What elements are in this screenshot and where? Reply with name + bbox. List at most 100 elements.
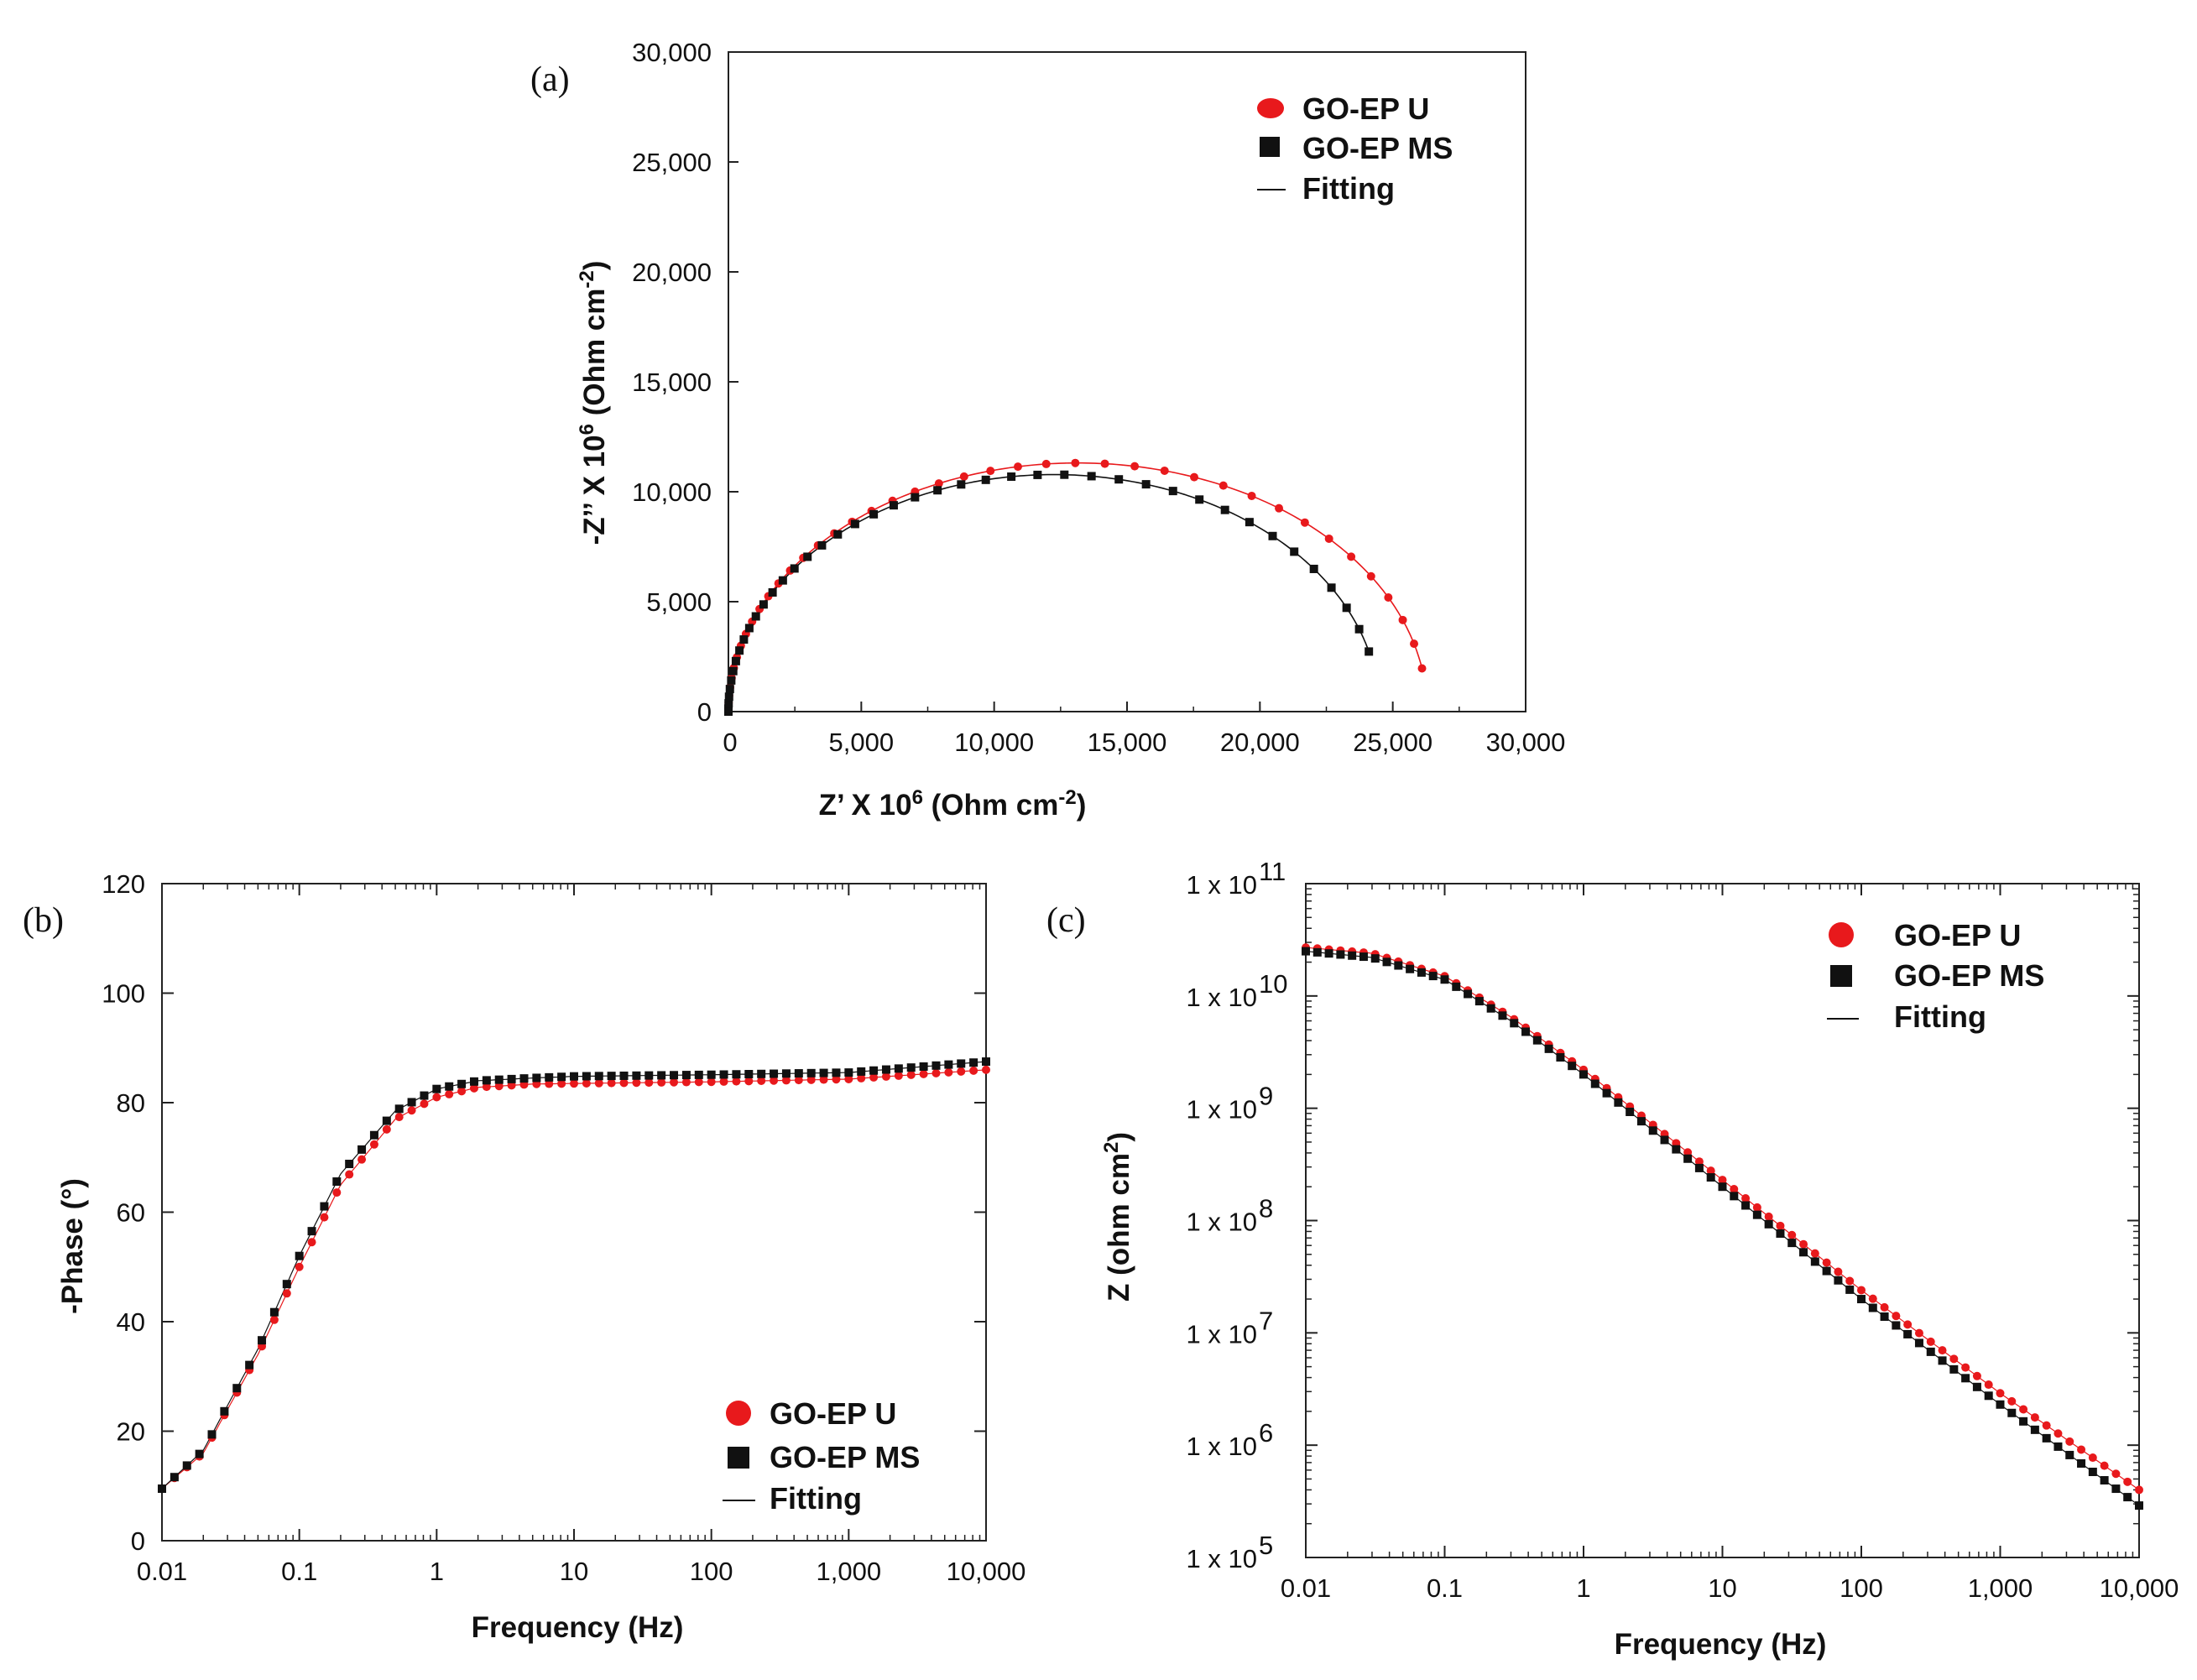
panel-c-y-tick-label: 1 x 10 bbox=[1187, 1319, 1257, 1349]
panel-a-point-go-ep-u bbox=[1417, 664, 1427, 673]
panel-c-x-tick-label: 1,000 bbox=[1968, 1573, 2033, 1603]
panel-b-point-go-ep-ms bbox=[781, 1069, 791, 1078]
panel-c-point-go-ep-u bbox=[1834, 1267, 1843, 1276]
panel-c-point-go-ep-ms bbox=[1614, 1098, 1623, 1107]
panel-a-point-go-ep-ms bbox=[1195, 495, 1204, 504]
panel-b-point-go-ep-ms bbox=[545, 1072, 554, 1082]
panel-b-y-tick-label: 0 bbox=[131, 1526, 145, 1556]
panel-a-y-tick-label: 5,000 bbox=[646, 587, 712, 617]
panel-c-point-go-ep-u bbox=[1914, 1328, 1923, 1338]
panel-b-point-go-ep-u bbox=[619, 1078, 629, 1088]
panel-c-y-tick-label: 1 x 10 bbox=[1187, 870, 1257, 900]
panel-b-point-go-ep-ms bbox=[582, 1072, 591, 1081]
panel-c-point-go-ep-ms bbox=[2042, 1433, 2051, 1443]
panel-c-legend-circle-icon bbox=[1829, 922, 1854, 947]
panel-a-fit-line bbox=[728, 462, 1423, 712]
panel-a-point-go-ep-u bbox=[1190, 472, 1199, 482]
panel-b-point-go-ep-ms bbox=[394, 1104, 404, 1114]
panel-b-point-go-ep-u bbox=[894, 1071, 903, 1080]
panel-b-point-go-ep-u bbox=[819, 1075, 828, 1084]
panel-a-legend: GO-EP U GO-EP MS Fitting bbox=[1257, 91, 1453, 206]
panel-b-point-go-ep-ms bbox=[232, 1384, 242, 1393]
panel-c-point-go-ep-ms bbox=[1730, 1192, 1739, 1201]
panel-a-point-go-ep-ms bbox=[803, 552, 812, 561]
panel-b-point-go-ep-ms bbox=[969, 1058, 978, 1067]
panel-c-fit-line bbox=[1305, 947, 2140, 1490]
panel-c-point-go-ep-ms bbox=[2053, 1442, 2063, 1451]
panel-a-point-go-ep-ms bbox=[889, 501, 898, 510]
panel-b-point-go-ep-u bbox=[282, 1289, 291, 1298]
panel-b-point-go-ep-ms bbox=[670, 1071, 679, 1080]
panel-b-point-go-ep-u bbox=[644, 1078, 654, 1088]
panel-b-point-go-ep-u bbox=[857, 1073, 866, 1083]
panel-c-point-go-ep-ms bbox=[2123, 1493, 2132, 1502]
panel-a-point-go-ep-ms bbox=[731, 656, 740, 665]
panel-a-point-go-ep-ms bbox=[728, 666, 738, 676]
panel-c-point-go-ep-u bbox=[1776, 1221, 1785, 1230]
panel-c-point-go-ep-ms bbox=[1672, 1145, 1681, 1154]
panel-a-point-go-ep-ms bbox=[790, 564, 799, 573]
panel-a-point-go-ep-ms bbox=[1060, 470, 1069, 479]
panel-c-point-go-ep-ms bbox=[1544, 1044, 1553, 1053]
panel-c-point-go-ep-ms bbox=[1382, 957, 1391, 967]
panel-a-point-go-ep-ms bbox=[1342, 603, 1351, 613]
panel-b-point-go-ep-ms bbox=[869, 1066, 879, 1075]
panel-b-point-go-ep-u bbox=[357, 1155, 367, 1164]
panel-b-legend-ms: GO-EP MS bbox=[770, 1440, 920, 1474]
panel-b-point-go-ep-u bbox=[307, 1238, 316, 1247]
panel-c-x-tick-label: 0.1 bbox=[1427, 1573, 1463, 1603]
panel-b-point-go-ep-u bbox=[407, 1106, 416, 1115]
panel-c-point-go-ep-ms bbox=[1660, 1135, 1669, 1145]
panel-b-point-go-ep-ms bbox=[770, 1069, 779, 1078]
panel-b-point-go-ep-ms bbox=[482, 1076, 491, 1085]
panel-b-point-go-ep-ms bbox=[632, 1071, 641, 1080]
panel-b-point-go-ep-u bbox=[632, 1078, 641, 1088]
panel-c-point-go-ep-u bbox=[1718, 1176, 1727, 1185]
panel-a-legend-circle-icon bbox=[1257, 98, 1284, 118]
panel-a-point-go-ep-ms bbox=[933, 486, 942, 495]
panel-c-x-tick-label: 10,000 bbox=[2100, 1573, 2179, 1603]
panel-c-point-go-ep-ms bbox=[1938, 1356, 1947, 1365]
panel-c-point-go-ep-u bbox=[1961, 1363, 1970, 1372]
panel-b-point-go-ep-u bbox=[345, 1170, 354, 1179]
panel-c-point-go-ep-ms bbox=[1683, 1154, 1693, 1163]
panel-c-fits bbox=[1305, 947, 2140, 1506]
panel-b-point-go-ep-u bbox=[844, 1074, 853, 1083]
panel-c-point-go-ep-ms bbox=[1892, 1321, 1901, 1330]
panel-a-point-go-ep-ms bbox=[1365, 647, 1374, 656]
panel-b-point-go-ep-u bbox=[320, 1213, 329, 1222]
panel-b-point-go-ep-ms bbox=[507, 1074, 516, 1083]
panel-c-point-go-ep-ms bbox=[1556, 1053, 1565, 1062]
panel-b-point-go-ep-u bbox=[394, 1113, 404, 1122]
panel-c-point-go-ep-ms bbox=[1394, 961, 1403, 970]
panel-b-point-go-ep-ms bbox=[757, 1069, 766, 1078]
panel-b-label: (b) bbox=[23, 901, 64, 940]
panel-a-point-go-ep-ms bbox=[1220, 505, 1229, 514]
panel-c-point-go-ep-ms bbox=[1961, 1374, 1970, 1383]
panel-b-point-go-ep-ms bbox=[407, 1098, 416, 1107]
panel-a-fit-line bbox=[728, 473, 1370, 712]
panel-c-point-go-ep-u bbox=[1787, 1230, 1797, 1239]
panel-b-point-go-ep-ms bbox=[207, 1430, 217, 1439]
panel-c-y-tick-exponent: 9 bbox=[1259, 1082, 1273, 1111]
panel-c-point-go-ep-u bbox=[2111, 1469, 2121, 1479]
panel-b-point-go-ep-ms bbox=[844, 1068, 853, 1077]
panel-c-x-tick-label: 100 bbox=[1840, 1573, 1883, 1603]
panel-b-x-tick-label: 10 bbox=[560, 1557, 588, 1586]
panel-b-phase: (b) 0.01 0.1 1 10 100 1,000 10,000 0 20 40 60 80 100… bbox=[23, 869, 1025, 1644]
panel-c-point-go-ep-u bbox=[1706, 1166, 1715, 1176]
panel-a-x-tick-label: 25,000 bbox=[1353, 728, 1432, 757]
panel-b-point-go-ep-ms bbox=[245, 1360, 254, 1370]
panel-c-point-go-ep-ms bbox=[1406, 964, 1415, 973]
panel-c-point-go-ep-ms bbox=[1996, 1400, 2005, 1409]
panel-b-point-go-ep-u bbox=[744, 1077, 754, 1086]
panel-c-point-go-ep-u bbox=[2042, 1421, 2051, 1430]
panel-a-point-go-ep-ms bbox=[869, 509, 879, 519]
panel-c-point-go-ep-ms bbox=[1764, 1219, 1773, 1229]
panel-c-point-go-ep-ms bbox=[1486, 1004, 1495, 1013]
panel-c-point-go-ep-ms bbox=[1464, 989, 1473, 999]
panel-b-y-tick-label: 100 bbox=[102, 979, 145, 1009]
panel-b-point-go-ep-u bbox=[794, 1076, 803, 1085]
